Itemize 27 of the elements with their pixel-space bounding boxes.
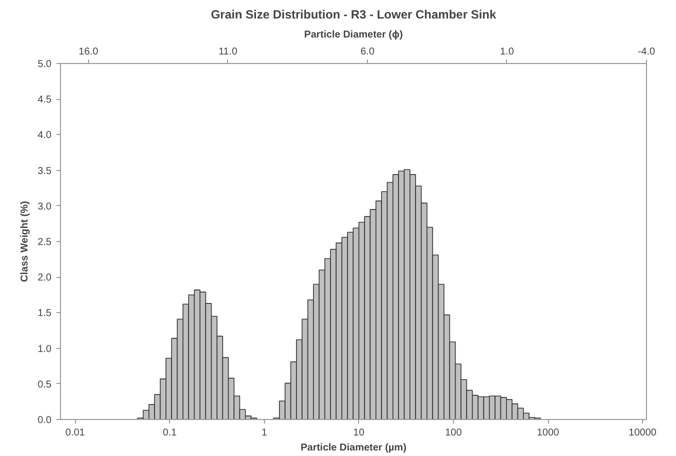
y-tick-label: 5.0 [38,59,52,70]
x2-tick-label: 6.0 [360,46,375,58]
x2-tick-label: 11.0 [218,46,238,58]
x2-tick-label: 1.0 [500,46,514,58]
y-tick-label: 4.5 [38,94,52,106]
x-tick-label: 100 [445,428,462,438]
y-tick-label: 2.0 [38,272,52,284]
y-axis-title: Class Weight (%) [20,201,31,282]
x2-tick-label: -4.0 [638,46,656,58]
y-tick-label: 3.0 [38,201,52,212]
x2-axis-title: Particle Diameter (ϕ) [304,30,403,40]
y-tick-label: 1.5 [38,308,52,320]
y-tick-label: 1.0 [38,344,52,355]
x-tick-label: 0.01 [65,428,86,438]
x-axis-title: Particle Diameter (µm) [300,442,406,454]
chart-title: Grain Size Distribution - R3 - Lower Chamber Sink [210,8,497,22]
x-tick-label: 10000 [628,428,657,438]
x-tick-label: 10 [353,428,365,438]
y-tick-label: 4.0 [38,130,52,142]
x-tick-label: 1 [262,428,268,438]
y-tick-label: 2.5 [38,237,52,248]
y-tick-label: 0.5 [38,379,52,390]
x-tick-label: 0.1 [162,428,178,438]
x-tick-label: 1000 [536,428,560,438]
y-tick-label: 3.5 [38,166,52,177]
x2-tick-label: 16.0 [78,46,99,58]
y-tick-label: 0.0 [38,415,52,426]
